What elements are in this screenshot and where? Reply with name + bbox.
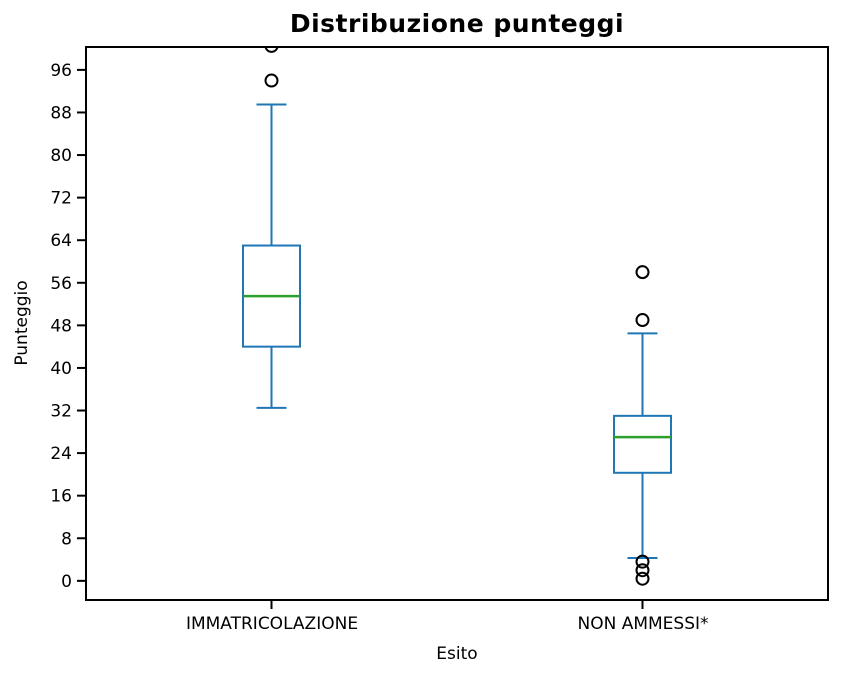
outlier-point: [635, 563, 650, 578]
y-tick-label: 0: [61, 572, 72, 592]
y-tick-label: 16: [50, 487, 72, 507]
y-tick-label: 48: [50, 316, 72, 336]
outlier-point: [264, 48, 279, 53]
x-tick-label-immatricolazione: IMMATRICOLAZIONE: [185, 614, 359, 634]
box-series-1: [613, 265, 672, 586]
outlier-point: [635, 265, 650, 280]
y-tick-label: 56: [50, 274, 72, 294]
y-tick-label: 40: [50, 359, 72, 379]
chart-title: Distribuzione punteggi: [289, 9, 625, 38]
x-axis-label: Esito: [436, 644, 478, 664]
x-tick-label-non-ammessi: NON AMMESSI*: [577, 614, 709, 634]
y-tick-label: 96: [50, 61, 72, 81]
outlier-point: [264, 73, 279, 88]
y-tick-label: 64: [50, 231, 72, 251]
y-tick-label: 24: [50, 444, 72, 464]
y-tick-label: 8: [61, 529, 72, 549]
plot-frame: [85, 46, 829, 601]
boxplot-group: [242, 48, 672, 586]
outlier-point: [635, 554, 650, 569]
outlier-point: [635, 571, 650, 586]
box-series-0: [242, 48, 301, 409]
y-tick-label: 72: [50, 189, 72, 209]
outlier-point: [635, 313, 650, 328]
y-tick-label: 88: [50, 103, 72, 123]
y-tick-label: 80: [50, 146, 72, 166]
box-rect: [613, 414, 672, 474]
y-tick-label: 32: [50, 402, 72, 422]
